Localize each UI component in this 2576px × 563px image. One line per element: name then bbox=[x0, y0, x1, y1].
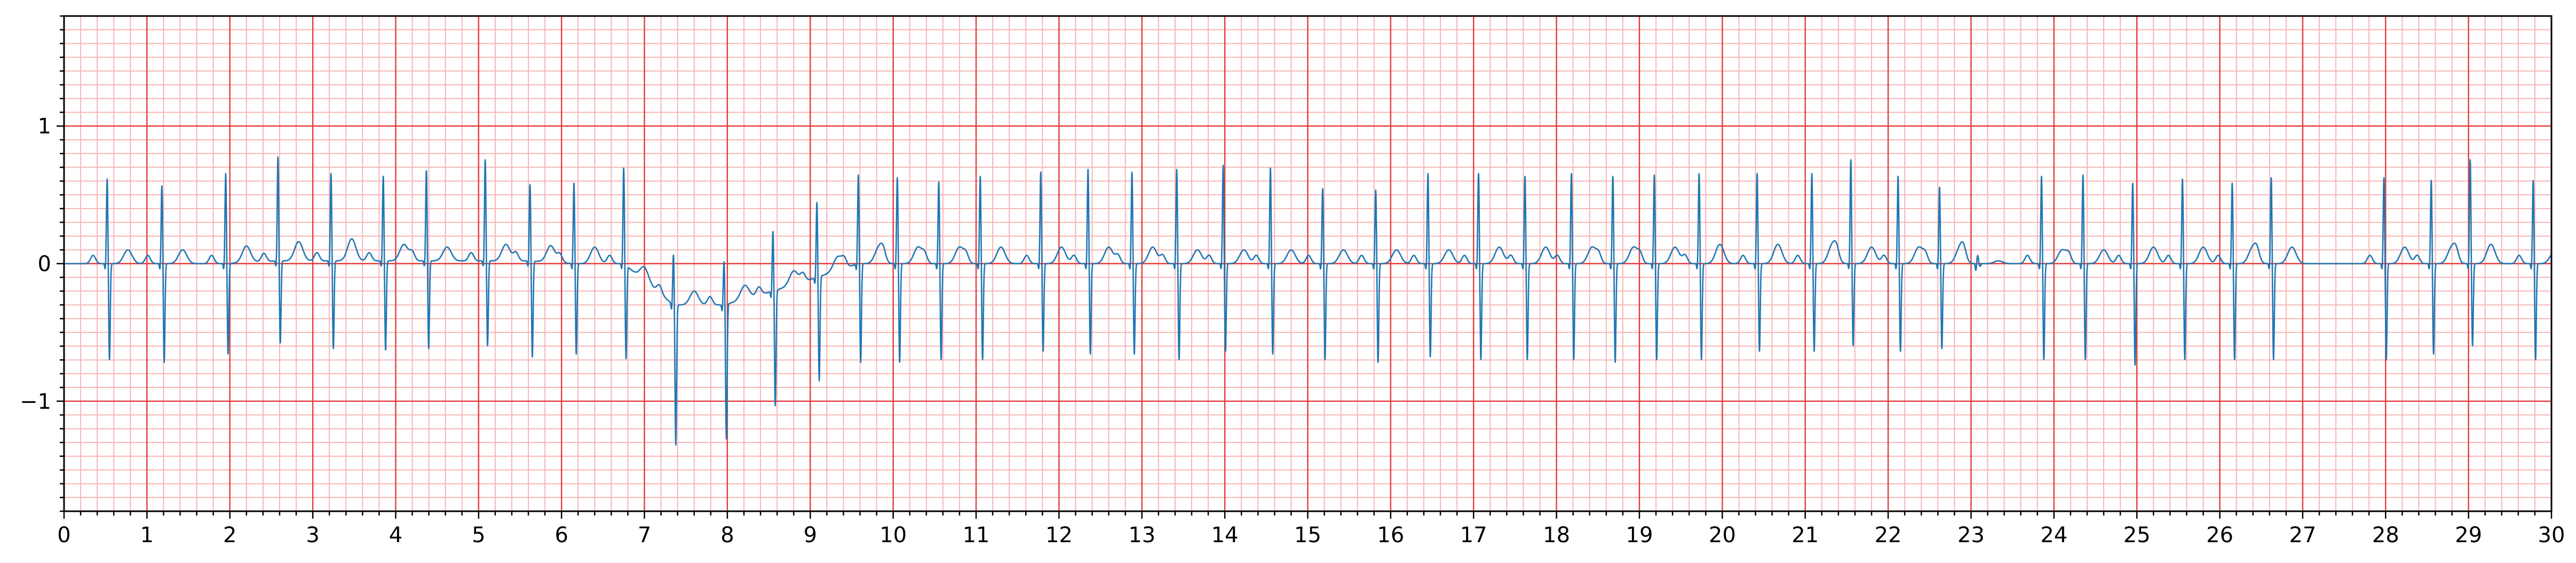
x-tick-label: 18 bbox=[1543, 523, 1570, 548]
x-tick-label: 11 bbox=[963, 523, 990, 548]
x-tick-label: 8 bbox=[720, 523, 734, 548]
x-tick-label: 1 bbox=[140, 523, 154, 548]
x-tick-label: 7 bbox=[638, 523, 651, 548]
x-tick-label: 17 bbox=[1460, 523, 1487, 548]
x-tick-label: 0 bbox=[57, 523, 70, 548]
x-tick-label: 23 bbox=[1957, 523, 1985, 548]
x-tick-label: 4 bbox=[389, 523, 402, 548]
x-tick-label: 24 bbox=[2040, 523, 2067, 548]
x-tick-label: 2 bbox=[223, 523, 236, 548]
x-tick-label: 21 bbox=[1792, 523, 1819, 548]
x-tick-label: 22 bbox=[1875, 523, 1902, 548]
x-tick-label: 30 bbox=[2538, 523, 2565, 548]
x-tick-label: 9 bbox=[804, 523, 817, 548]
y-axis-tick-labels: −1 0 1 bbox=[20, 114, 51, 414]
x-tick-label: 3 bbox=[306, 523, 319, 548]
x-tick-label: 12 bbox=[1045, 523, 1073, 548]
x-tick-label: 19 bbox=[1626, 523, 1653, 548]
x-tick-label: 29 bbox=[2455, 523, 2482, 548]
x-tick-label: 16 bbox=[1377, 523, 1404, 548]
x-tick-label: 10 bbox=[879, 523, 907, 548]
ecg-trace bbox=[64, 156, 2553, 446]
x-tick-label: 28 bbox=[2372, 523, 2399, 548]
y-tick-label: 0 bbox=[38, 252, 51, 276]
y-tick-label: 1 bbox=[38, 114, 51, 139]
x-tick-label: 20 bbox=[1709, 523, 1736, 548]
x-tick-label: 14 bbox=[1211, 523, 1239, 548]
x-tick-label: 25 bbox=[2123, 523, 2151, 548]
x-tick-label: 15 bbox=[1294, 523, 1321, 548]
y-tick-label: −1 bbox=[20, 390, 51, 414]
axis-ticks bbox=[57, 15, 2553, 519]
x-tick-label: 26 bbox=[2206, 523, 2233, 548]
x-axis-tick-labels: 0 1 2 3 4 5 6 7 8 9 10 11 12 13 14 15 16 17 18 19 20 21 22 23 24… bbox=[57, 523, 2565, 548]
x-tick-label: 6 bbox=[554, 523, 568, 548]
x-tick-label: 27 bbox=[2289, 523, 2316, 548]
x-tick-label: 13 bbox=[1128, 523, 1155, 548]
x-tick-label: 5 bbox=[472, 523, 485, 548]
